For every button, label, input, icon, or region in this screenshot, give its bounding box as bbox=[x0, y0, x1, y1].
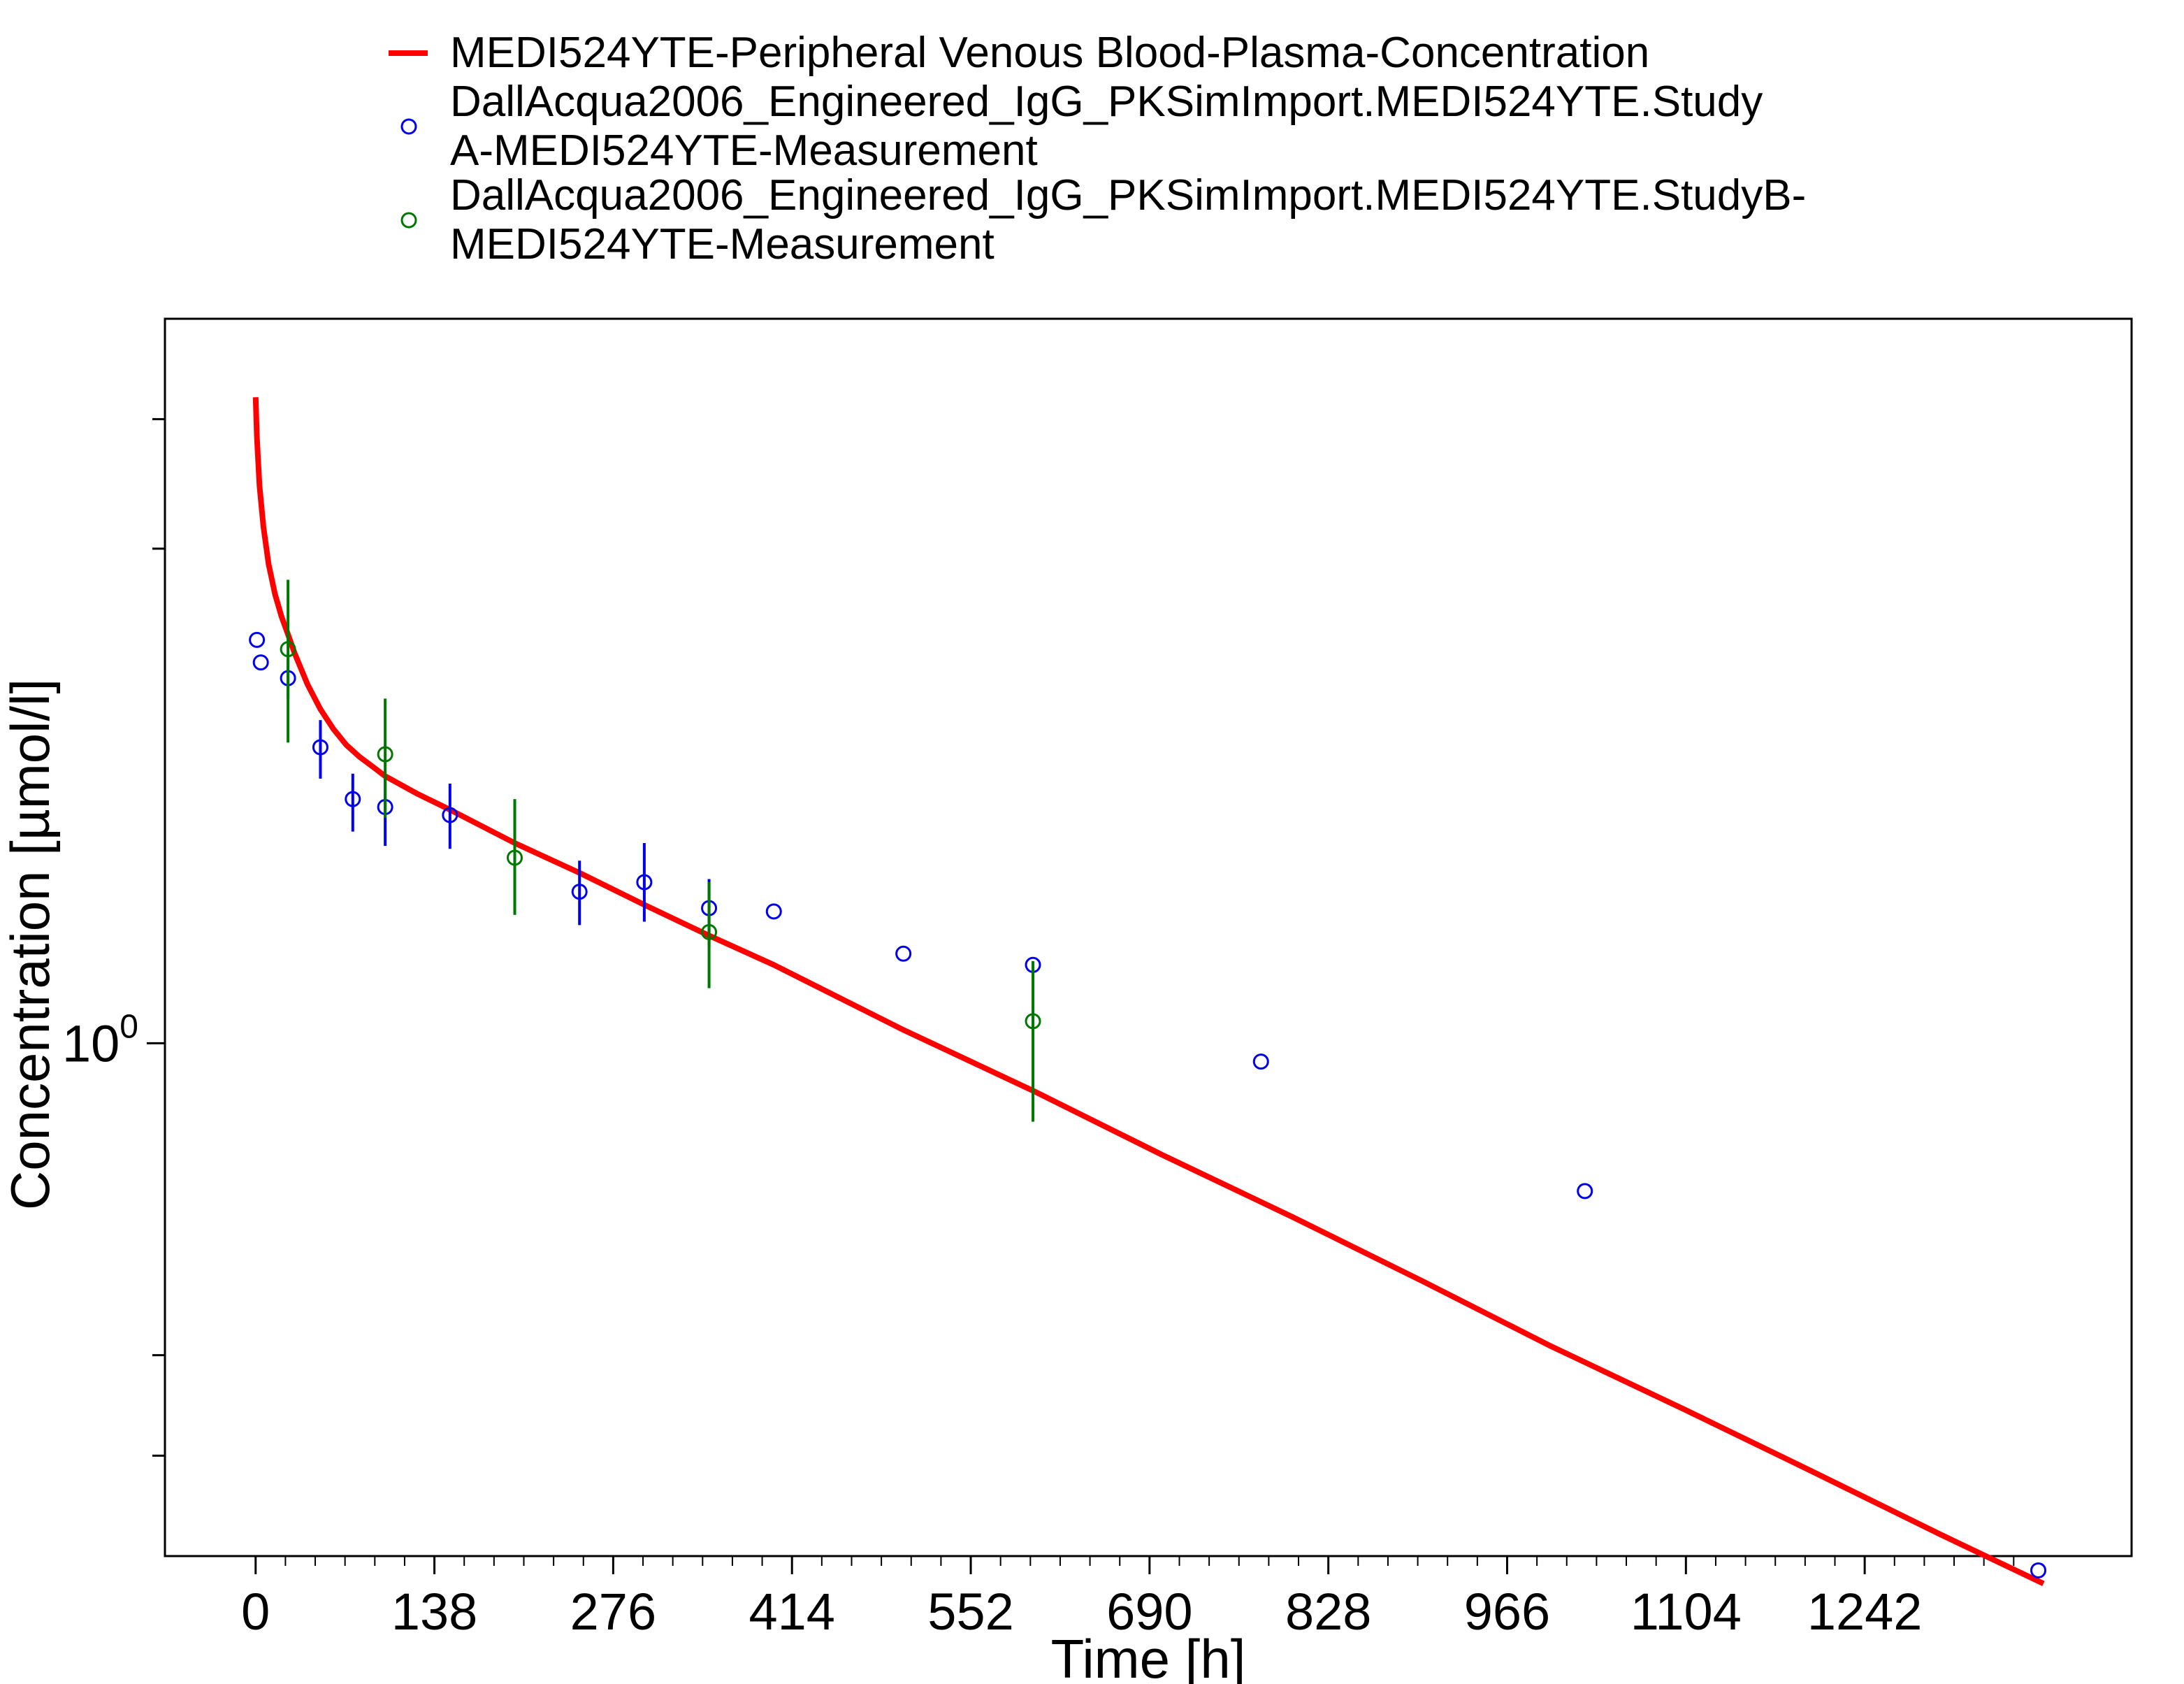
x-tick-label: 552 bbox=[927, 1583, 1013, 1641]
legend-swatch-marker bbox=[400, 118, 417, 135]
data-point bbox=[895, 945, 912, 962]
legend-label: MEDI524YTE-Peripheral Venous Blood-Plasm… bbox=[450, 29, 1649, 77]
x-tick-label: 966 bbox=[1464, 1583, 1550, 1641]
x-tick-label: 1242 bbox=[1807, 1583, 1923, 1641]
legend-entry-1: MEDI524YTE-Peripheral Venous Blood-Plasm… bbox=[389, 29, 1649, 77]
legend-label: DallAcqua2006_Engineered_IgG_PKSimImport… bbox=[450, 78, 1763, 126]
plot-frame bbox=[164, 317, 2133, 1557]
x-tick-label: 276 bbox=[570, 1583, 656, 1641]
series-3 bbox=[280, 580, 1041, 1122]
series-2 bbox=[249, 631, 2047, 1578]
data-point bbox=[507, 849, 523, 866]
data-point bbox=[442, 807, 458, 823]
x-tick-label: 138 bbox=[391, 1583, 477, 1641]
legend-entry-2: DallAcqua2006_Engineered_IgG_PKSimImport… bbox=[400, 78, 1763, 175]
data-point bbox=[345, 791, 361, 807]
series-layer bbox=[249, 397, 2047, 1587]
x-tick-label: 414 bbox=[749, 1583, 834, 1641]
x-tick-label: 690 bbox=[1106, 1583, 1192, 1641]
data-point bbox=[2030, 1562, 2047, 1578]
series-line bbox=[252, 397, 2045, 1587]
series-1 bbox=[252, 397, 2045, 1587]
data-point bbox=[701, 923, 718, 940]
x-axis: 0 138 276 414 552 690 828 966 1104 1242 bbox=[241, 1556, 2015, 1641]
legend-swatch-marker bbox=[400, 212, 417, 229]
x-tick-label: 0 bbox=[241, 1583, 270, 1641]
legend-label: MEDI524YTE-Measurement bbox=[450, 220, 995, 268]
x-tick-label: 1104 bbox=[1630, 1583, 1742, 1641]
data-point bbox=[1252, 1053, 1269, 1070]
legend: MEDI524YTE-Peripheral Venous Blood-Plasm… bbox=[389, 29, 1806, 268]
data-point bbox=[765, 903, 782, 920]
data-point bbox=[252, 654, 269, 671]
legend-entry-3: DallAcqua2006_Engineered_IgG_PKSimImport… bbox=[400, 171, 1806, 268]
x-tick-label: 828 bbox=[1285, 1583, 1371, 1641]
y-axis-label: Concentration [µmol/l] bbox=[0, 679, 61, 1210]
data-point bbox=[377, 746, 393, 763]
legend-label: DallAcqua2006_Engineered_IgG_PKSimImport… bbox=[450, 171, 1806, 220]
y-tick-label: 100 bbox=[62, 1008, 138, 1072]
data-point bbox=[312, 739, 328, 756]
data-point bbox=[1025, 1013, 1041, 1030]
data-point bbox=[571, 884, 588, 900]
data-point bbox=[249, 631, 266, 648]
data-point bbox=[1577, 1183, 1593, 1200]
legend-label: A-MEDI524YTE-Measurement bbox=[450, 127, 1038, 175]
data-point bbox=[280, 641, 296, 658]
data-point bbox=[636, 874, 653, 891]
x-axis-label: Time [h] bbox=[1051, 1628, 1246, 1684]
y-axis: 100 bbox=[62, 418, 165, 1457]
